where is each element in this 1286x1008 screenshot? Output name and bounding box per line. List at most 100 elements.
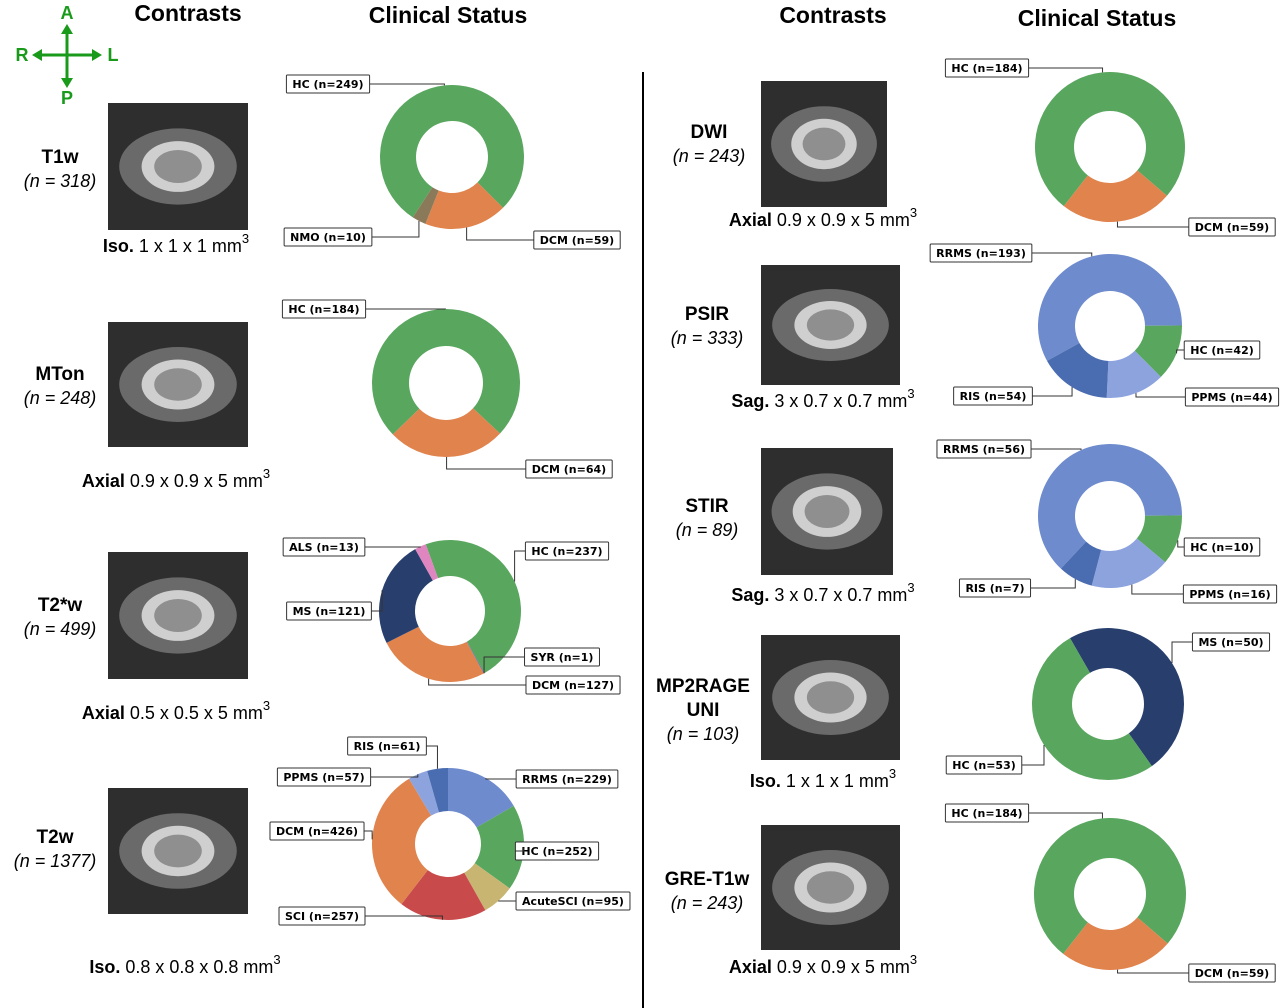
resolution: Axial 0.9 x 0.9 x 5 mm3: [729, 205, 917, 230]
donut-slice: [464, 863, 510, 911]
orientation-label: R: [16, 45, 29, 65]
slice-label: HC (n=184): [288, 303, 359, 316]
label-group: RIS (n=61): [347, 736, 427, 756]
resolution-exponent: 3: [907, 580, 914, 595]
resolution-plane: Axial: [82, 703, 125, 723]
label-group: HC (n=252): [514, 841, 600, 861]
resolution-plane: Axial: [729, 957, 772, 977]
slice-label: RRMS (n=193): [936, 247, 1026, 260]
label-group: ALS (n=13): [282, 537, 366, 557]
donut-slice: [379, 549, 433, 643]
leader-line: [1135, 393, 1186, 398]
label-group: RRMS (n=193): [929, 243, 1033, 263]
leader-line: [1028, 67, 1104, 73]
contrast-name: T2w: [37, 827, 74, 848]
label-group: HC (n=237): [524, 541, 610, 561]
donut-slice: [380, 85, 524, 218]
label-group: MS (n=50): [1191, 632, 1271, 652]
leader-line: [1032, 387, 1073, 397]
label-group: RIS (n=54): [953, 386, 1033, 406]
resolution: Sag. 3 x 0.7 x 0.7 mm3: [731, 386, 914, 411]
resolution-exponent: 3: [910, 205, 917, 220]
contrast-count: (n = 103): [667, 724, 740, 744]
donut-slice: [466, 641, 485, 674]
contrast-count: (n = 499): [24, 619, 97, 639]
resolution-dims: 1 x 1 x 1 mm: [786, 771, 889, 791]
slice-label: MS (n=50): [1198, 636, 1263, 649]
label-group: HC (n=184): [944, 803, 1030, 823]
slice-label: PPMS (n=44): [1191, 391, 1272, 404]
contrast-count: (n = 318): [24, 171, 97, 191]
slice-label: HC (n=249): [292, 78, 363, 91]
label-group: DCM (n=59): [533, 230, 621, 250]
arrow-head: [61, 78, 73, 88]
mri-image-cord-inner: [804, 494, 850, 529]
resolution-dims: 3 x 0.7 x 0.7 mm: [774, 391, 907, 411]
arrow-head: [92, 49, 102, 61]
slice-label: DCM (n=59): [1195, 221, 1269, 234]
resolution-dims: 0.9 x 0.9 x 5 mm: [777, 210, 910, 230]
contrast-count: (n = 89): [676, 520, 739, 540]
contrast-name: PSIR: [685, 304, 730, 325]
donut-slice: [427, 768, 448, 813]
resolution: Iso. 1 x 1 x 1 mm3: [750, 766, 896, 791]
contrast-count: (n = 333): [671, 328, 744, 348]
resolution-exponent: 3: [889, 766, 896, 781]
slice-label: SYR (n=1): [531, 651, 594, 664]
leader-line: [1176, 349, 1185, 354]
resolution-dims: 1 x 1 x 1 mm: [139, 236, 242, 256]
donut-slice: [372, 778, 432, 905]
arrow-head: [32, 49, 42, 61]
leader-line: [466, 227, 534, 241]
slice-label: RIS (n=7): [965, 582, 1024, 595]
resolution-plane: Iso.: [103, 236, 134, 256]
slice-label: SCI (n=257): [285, 910, 359, 923]
slice-label: DCM (n=426): [276, 825, 358, 838]
resolution-plane: Axial: [82, 471, 125, 491]
donut-slice: [401, 870, 486, 920]
donut-slice: [1034, 818, 1186, 954]
label-group: HC (n=53): [945, 755, 1023, 775]
leader-line: [364, 546, 421, 548]
label-group: NMO (n=10): [283, 227, 373, 247]
leader-line: [1031, 252, 1093, 257]
orientation-label: A: [61, 3, 74, 23]
resolution-plane: Sag.: [731, 391, 769, 411]
slice-label: RRMS (n=229): [522, 773, 612, 786]
resolution-dims: 0.8 x 0.8 x 0.8 mm: [125, 957, 273, 977]
mri-image-cord-inner: [154, 149, 202, 184]
contrast-name: MTon: [35, 364, 84, 385]
contrast-count: (n = 248): [24, 388, 97, 408]
resolution-plane: Iso.: [750, 771, 781, 791]
slice-label: DCM (n=127): [532, 679, 614, 692]
leader-line: [371, 590, 383, 612]
leader-line: [371, 220, 420, 238]
resolution-dims: 3 x 0.7 x 0.7 mm: [774, 585, 907, 605]
slice-label: RIS (n=54): [960, 390, 1027, 403]
label-group: DCM (n=127): [525, 675, 621, 695]
mri-image-cord-inner: [806, 871, 855, 904]
resolution-exponent: 3: [907, 386, 914, 401]
leader-line: [426, 745, 438, 769]
label-group: HC (n=10): [1183, 537, 1261, 557]
leader-line: [369, 83, 445, 86]
resolution-exponent: 3: [263, 466, 270, 481]
donut-slice: [1091, 538, 1166, 588]
donut-slice: [425, 182, 504, 229]
donut-slice: [1038, 254, 1182, 361]
slice-label: PPMS (n=57): [283, 771, 364, 784]
contrast-name: DWI: [691, 122, 728, 143]
header: Clinical Status: [369, 2, 527, 28]
donut-slice: [1031, 638, 1152, 781]
header: Clinical Status: [1018, 5, 1176, 31]
leader-line: [1117, 969, 1189, 974]
donut-slice: [1047, 342, 1109, 398]
donut-slice: [1063, 170, 1167, 222]
donut-slice: [474, 805, 525, 889]
contrast-name: MP2RAGE: [656, 676, 750, 697]
contrast-count: (n = 243): [671, 893, 744, 913]
resolution: Axial 0.5 x 0.5 x 5 mm3: [82, 698, 270, 723]
label-group: PPMS (n=44): [1184, 387, 1280, 407]
resolution: Sag. 3 x 0.7 x 0.7 mm3: [731, 580, 914, 605]
